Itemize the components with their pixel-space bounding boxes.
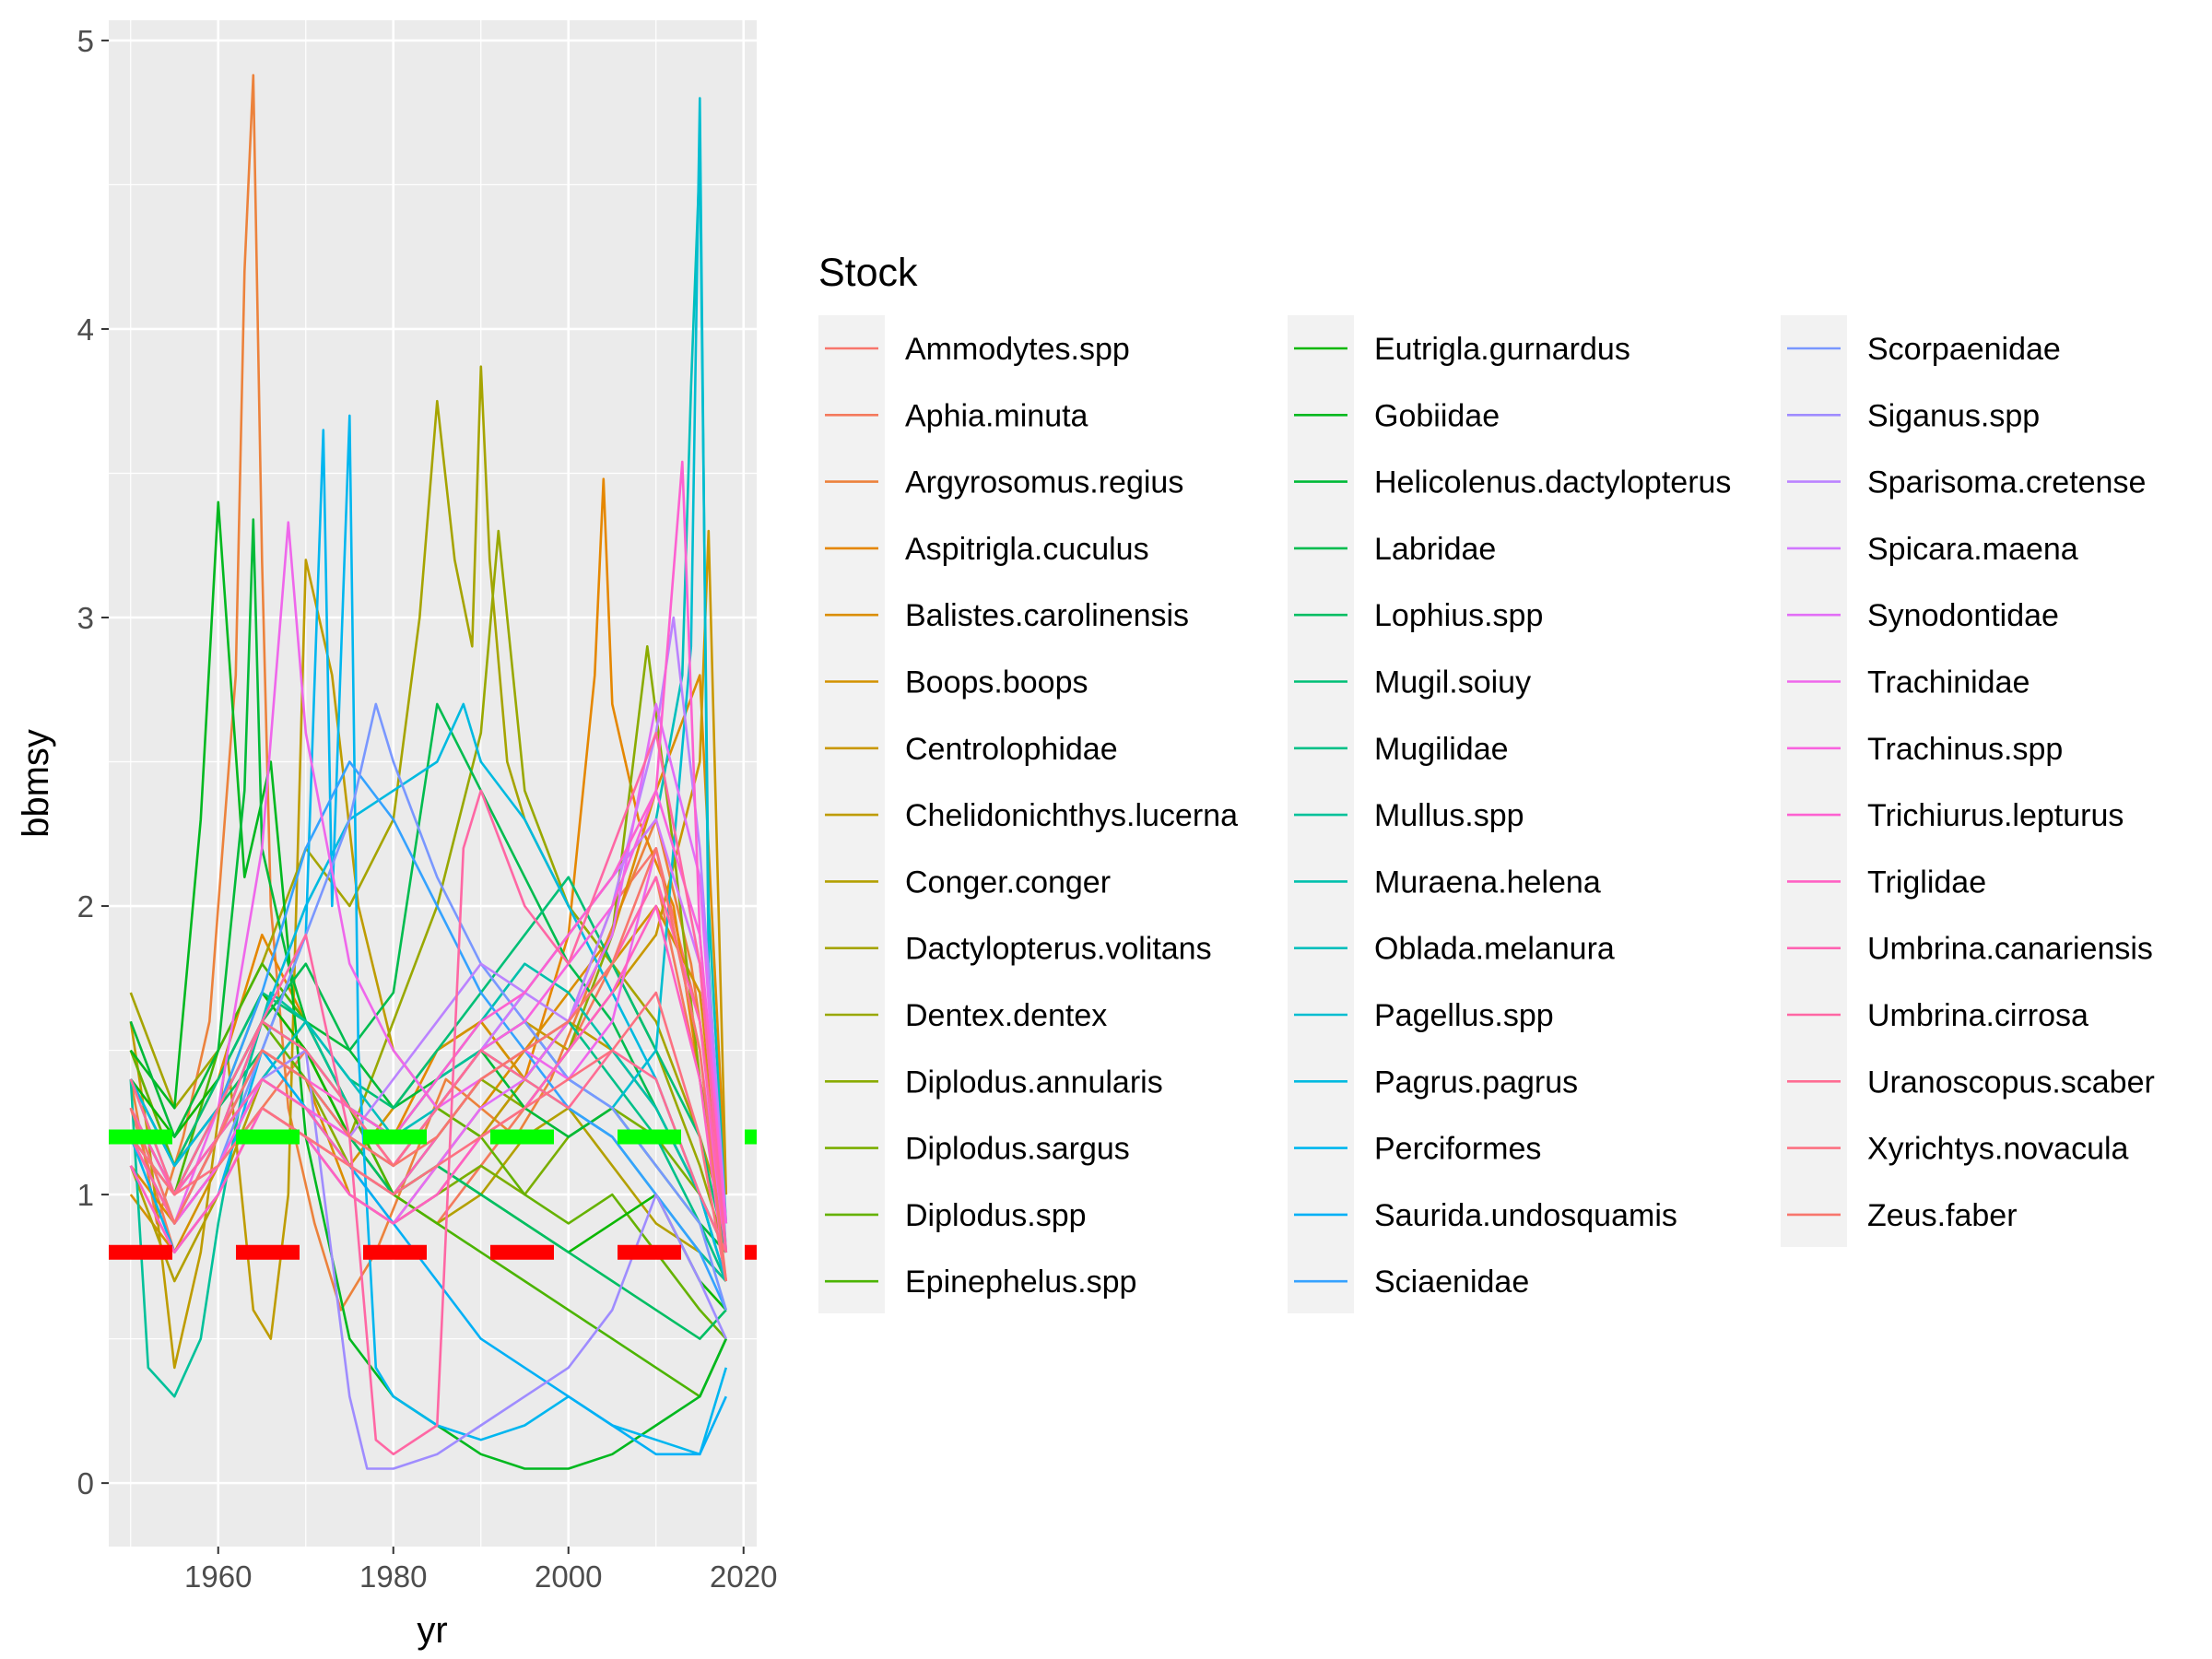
- series-line-Uranoscopus.scaber: [129, 1020, 727, 1253]
- legend-label: Trachinidae: [1867, 665, 2030, 700]
- legend-label: Mugil.soiuy: [1374, 665, 1531, 700]
- legend-label: Perciformes: [1374, 1132, 1541, 1167]
- legend-label: Centrolophidae: [905, 732, 1118, 767]
- x-axis-title: yr: [417, 1610, 447, 1651]
- legend-label: Diplodus.annularis: [905, 1065, 1163, 1100]
- legend-label: Triglidae: [1867, 865, 1986, 900]
- legend-label: Argyrosomus.regius: [905, 465, 1183, 500]
- legend-label: Spicara.maena: [1867, 532, 2078, 567]
- legend-label: Gobiidae: [1374, 398, 1500, 433]
- legend-label: Dactylopterus.volitans: [905, 932, 1212, 967]
- legend: Stock Ammodytes.spp Aphia.minuta Argyrosom…: [818, 251, 2155, 1313]
- series-line-Zeus.faber: [129, 847, 728, 1282]
- legend-label: Muraena.helena: [1374, 865, 1601, 900]
- series-lines: [129, 74, 728, 1470]
- legend-label: Mugilidae: [1374, 732, 1509, 767]
- legend-label: Sciaenidae: [1374, 1265, 1529, 1300]
- legend-label: Xyrichtys.novacula: [1867, 1132, 2129, 1167]
- legend-label: Synodontidae: [1867, 598, 2059, 633]
- legend-label: Eutrigla.gurnardus: [1374, 332, 1630, 367]
- legend-label: Zeus.faber: [1867, 1198, 2018, 1233]
- legend-label: Sparisoma.cretense: [1867, 465, 2146, 500]
- legend-label: Aphia.minuta: [905, 398, 1088, 433]
- x-tick-label: 2020: [710, 1559, 777, 1594]
- legend-label: Pagrus.pagrus: [1374, 1065, 1578, 1100]
- legend-label: Dentex.dentex: [905, 998, 1107, 1033]
- series-line-Sciaenidae: [129, 760, 727, 1311]
- x-tick-label: 1980: [359, 1559, 427, 1594]
- legend-label: Epinephelus.spp: [905, 1265, 1136, 1300]
- y-tick-label: 5: [77, 24, 94, 58]
- legend-label: Boops.boops: [905, 665, 1088, 700]
- legend-label: Balistes.carolinensis: [905, 598, 1189, 633]
- y-axis-title: bbmsy: [16, 729, 56, 838]
- legend-label: Mullus.spp: [1374, 798, 1524, 833]
- legend-label: Helicolenus.dactylopterus: [1374, 465, 1731, 500]
- series-line-Xyrichtys.novacula: [129, 991, 728, 1282]
- legend-label: Conger.conger: [905, 865, 1111, 900]
- legend-label: Chelidonichthys.lucerna: [905, 798, 1238, 833]
- legend-label: Pagellus.spp: [1374, 998, 1554, 1033]
- y-tick-label: 3: [77, 601, 94, 635]
- axes: 1960 1980 2000 2020 0 1 2 3 4 5: [77, 24, 778, 1594]
- legend-label: Trichiurus.lepturus: [1867, 798, 2124, 833]
- major-gridlines: [109, 20, 757, 1547]
- series-line-Triglidae: [129, 904, 728, 1282]
- legend-label: Diplodus.sargus: [905, 1132, 1130, 1167]
- legend-label: Lophius.spp: [1374, 598, 1543, 633]
- legend-label: Umbrina.canariensis: [1867, 932, 2153, 967]
- y-tick-label: 4: [77, 312, 94, 347]
- legend-label: Uranoscopus.scaber: [1867, 1065, 2155, 1100]
- reference-lines: [109, 1129, 757, 1260]
- x-tick-label: 1960: [184, 1559, 252, 1594]
- y-tick-label: 2: [77, 889, 94, 924]
- series-line-Trachinidae: [129, 521, 728, 1253]
- legend-label: Labridae: [1374, 532, 1496, 567]
- y-tick-label: 1: [77, 1178, 94, 1212]
- y-tick-label: 0: [77, 1466, 94, 1500]
- legend-label: Diplodus.spp: [905, 1198, 1087, 1233]
- legend-label: Siganus.spp: [1867, 398, 2040, 433]
- legend-label: Scorpaenidae: [1867, 332, 2061, 367]
- legend-title: Stock: [818, 251, 918, 295]
- legend-label: Trachinus.spp: [1867, 732, 2063, 767]
- x-tick-label: 2000: [535, 1559, 602, 1594]
- legend-label: Ammodytes.spp: [905, 332, 1130, 367]
- legend-label: Oblada.melanura: [1374, 932, 1615, 967]
- series-line-Umbrina.cirrosa: [129, 731, 728, 1456]
- plot-panel: [109, 20, 757, 1547]
- series-line-Mugil.soiuy: [129, 876, 728, 1253]
- legend-label: Saurida.undosquamis: [1374, 1198, 1677, 1233]
- legend-label: Umbrina.cirrosa: [1867, 998, 2088, 1033]
- legend-label: Aspitrigla.cuculus: [905, 532, 1149, 567]
- legend-key-bg-col3: [1781, 315, 1847, 1247]
